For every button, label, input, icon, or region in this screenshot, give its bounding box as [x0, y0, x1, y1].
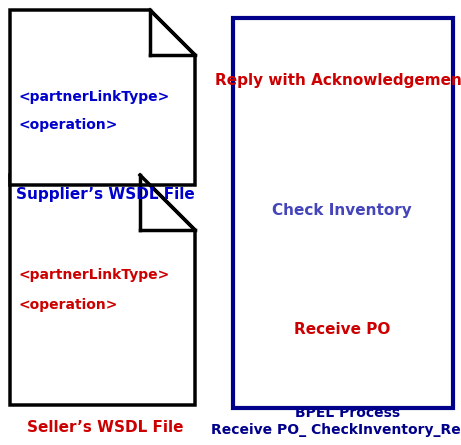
Polygon shape	[10, 175, 195, 405]
Text: <partnerLinkType>: <partnerLinkType>	[18, 268, 169, 282]
Text: Check Inventory: Check Inventory	[272, 202, 412, 218]
Text: Receive PO: Receive PO	[294, 323, 390, 337]
Polygon shape	[10, 10, 195, 185]
Text: Seller’s WSDL File: Seller’s WSDL File	[27, 421, 183, 436]
Text: Reply with Acknowledgement: Reply with Acknowledgement	[215, 73, 461, 88]
Text: <operation>: <operation>	[18, 118, 118, 132]
Text: Supplier’s WSDL File: Supplier’s WSDL File	[16, 187, 195, 202]
Text: BPEL Process: BPEL Process	[296, 406, 401, 420]
Bar	[233, 18, 453, 408]
Text: Receive PO_ CheckInventory_Reply: Receive PO_ CheckInventory_Reply	[212, 423, 461, 437]
Text: <partnerLinkType>: <partnerLinkType>	[18, 90, 169, 104]
Text: <operation>: <operation>	[18, 298, 118, 312]
